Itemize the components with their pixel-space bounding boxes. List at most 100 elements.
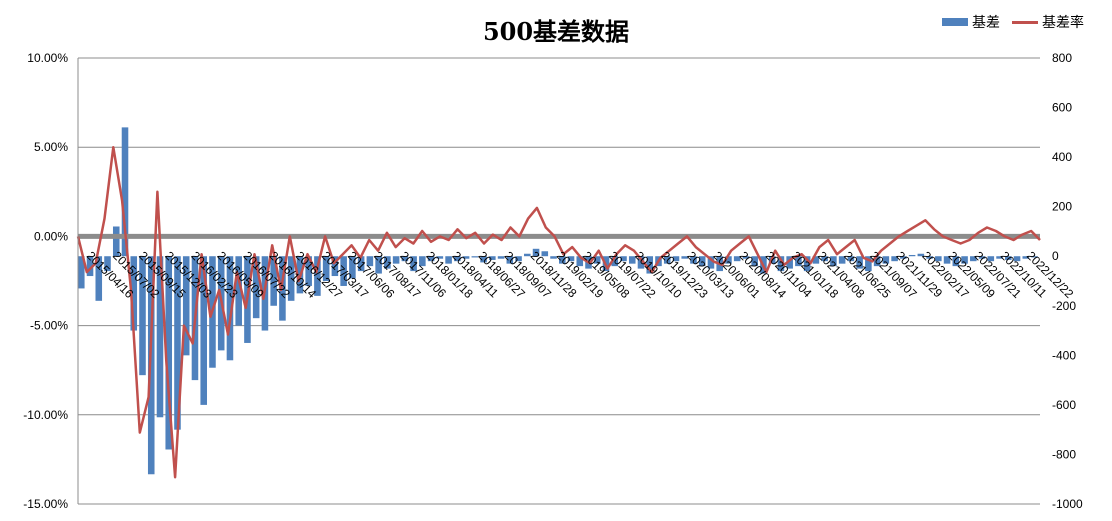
basis-bar [803,256,811,272]
basis-bar [112,226,120,257]
right-tick-label: -400 [1052,348,1076,362]
basis-bar [436,256,444,259]
basis-bar [524,253,531,257]
basis-bar [497,256,505,259]
left-tick-label: 5.00% [34,140,68,154]
basis-bar [314,256,321,296]
basis-bar [550,256,557,259]
basis-bar [480,256,487,263]
basis-bar [235,256,242,326]
basis-bar [1005,256,1012,260]
right-axis: 800 600 400 200 0 -200 -400 -600 -800 -1000 [1052,51,1083,511]
legend-swatch-basis [942,18,968,26]
basis-bar [751,256,758,267]
basis-bar [1031,256,1038,258]
basis-bar [620,256,627,262]
basis-bar [156,256,164,418]
left-tick-label: -5.00% [30,319,68,333]
basis-bar [86,256,94,277]
basis-bar [489,256,496,260]
right-tick-label: 200 [1052,200,1072,214]
basis-bar [856,256,863,269]
basis-bar [1022,256,1030,259]
basis-bar [908,254,916,257]
basis-bar [121,127,129,257]
basis-bar [252,256,260,319]
left-tick-label: -10.00% [23,408,68,422]
basis-bar [174,256,181,430]
basis-bar [777,256,785,272]
basis-bar [384,256,391,269]
basis-bar [104,256,111,272]
basis-bar [593,256,601,264]
basis-bar [462,256,470,259]
legend-swatch-basis-rate [1012,20,1038,24]
basis-bar [987,256,995,262]
basis-bar [873,256,881,267]
basis-bar [331,256,339,277]
basis-bar [830,256,837,267]
legend-item-basis: 基差 [942,12,1000,32]
left-axis: 10.00% 5.00% 0.00% -5.00% -10.00% -15.00% [23,51,79,511]
basis-bar [917,253,925,257]
basis-bar [366,256,374,267]
basis-bar [698,256,706,267]
basis-bar [821,256,828,262]
basis-bar [628,256,636,264]
basis-bar [200,256,207,405]
right-tick-label: 400 [1052,150,1072,164]
basis-bar [742,256,750,259]
basis-bar [78,256,85,289]
legend-item-basis-rate: 基差率 [1012,12,1084,32]
basis-bar [130,256,138,331]
basis-bar [882,256,890,264]
basis-bar [970,256,977,262]
basis-bar [891,256,898,262]
basis-bar [226,256,234,361]
basis-bar [725,256,732,264]
basis-bar [410,256,417,272]
left-tick-label: 0.00% [34,229,68,243]
basis-bar [165,256,173,450]
basis-bar [392,256,400,264]
basis-rate-line [76,145,1041,479]
basis-bar [401,256,409,262]
right-tick-label: 800 [1052,51,1072,65]
legend-label-basis: 基差 [972,14,1000,30]
basis-bar [733,256,741,262]
basis-bar [978,256,986,259]
basis-bar [847,256,855,262]
basis-bar [419,256,426,267]
basis-bar [454,256,461,262]
basis-bar [322,256,330,281]
basis-bar [996,256,1003,259]
basis-bar [672,256,680,262]
basis-bar [567,256,575,262]
basis-bar [646,256,654,274]
basis-bar [270,256,277,306]
chart-title: 500基差数据 [482,17,630,46]
basis-bar [838,256,846,264]
basis-bar [147,256,155,475]
basis-bar [935,256,942,262]
basis-bar [961,256,968,264]
basis-bar [340,256,347,286]
basis-bar [943,256,951,264]
legend: 基差 基差率 [942,12,1084,32]
basis-bar [182,256,190,356]
right-tick-label: 600 [1052,101,1072,115]
basis-bar [611,256,619,267]
basis-bar [707,256,715,269]
basis-bar [305,256,312,286]
basis-bar [349,256,356,279]
basis-bar [559,256,566,264]
left-tick-label: 10.00% [27,51,68,65]
basis-bar [786,256,793,269]
right-tick-label: -800 [1052,447,1076,461]
right-tick-label: -600 [1052,398,1076,412]
basis-bar [795,256,802,267]
basis-bar [690,256,697,264]
basis-rate-polyline [76,145,1041,479]
basis-bar [663,256,671,264]
